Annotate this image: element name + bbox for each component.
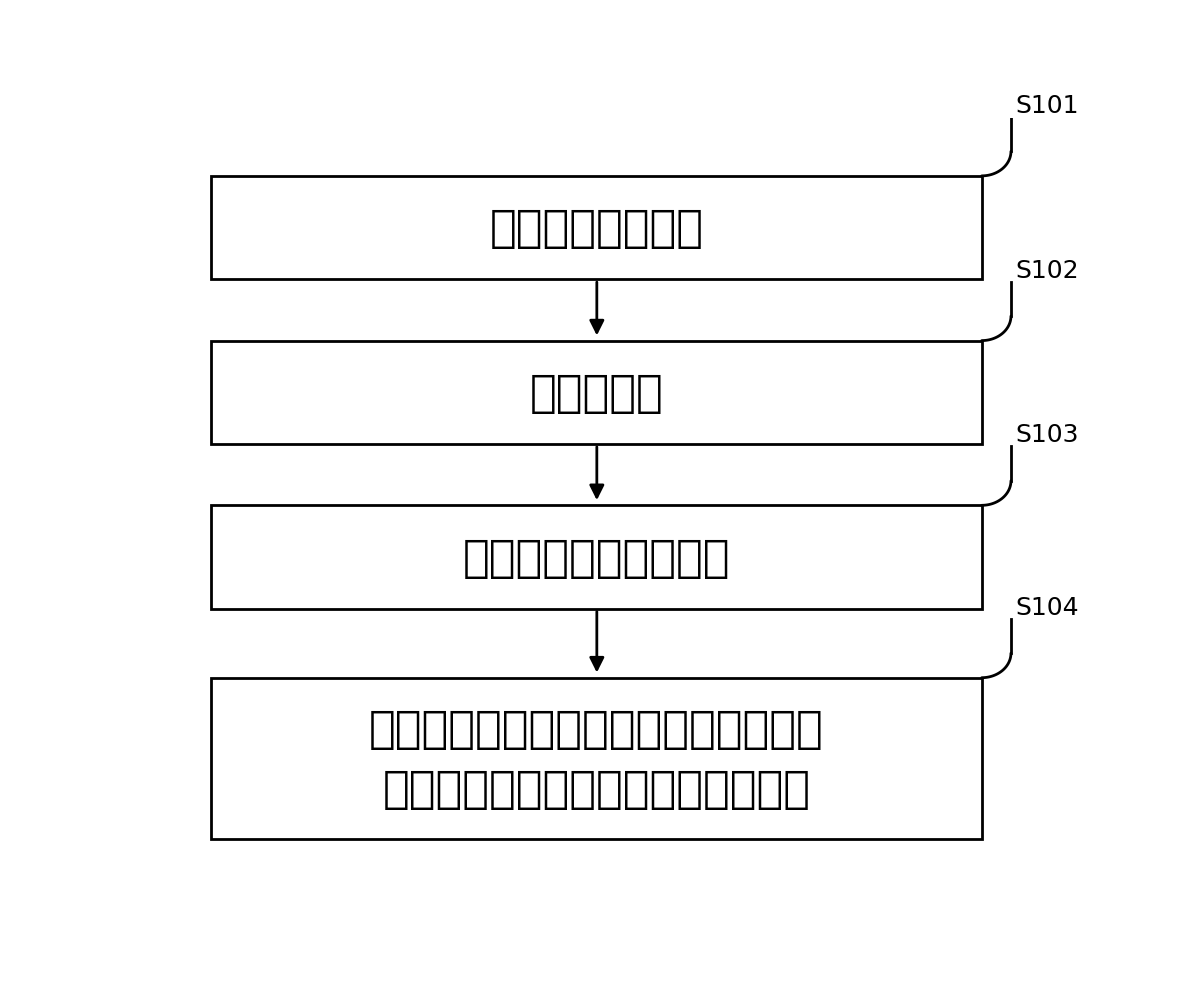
Text: S104: S104 — [1016, 595, 1079, 619]
Text: 在缓存区创建滑动窗口: 在缓存区创建滑动窗口 — [463, 536, 730, 579]
Text: S103: S103 — [1016, 422, 1079, 447]
FancyBboxPatch shape — [211, 678, 982, 839]
FancyBboxPatch shape — [211, 177, 982, 280]
FancyBboxPatch shape — [211, 506, 982, 609]
Text: 基于数据帧的帧序号和滑动窗口选择性
地丢弃数据帧或发送数据帧至应用层: 基于数据帧的帧序号和滑动窗口选择性 地丢弃数据帧或发送数据帧至应用层 — [370, 707, 824, 810]
Text: 接收数据帧: 接收数据帧 — [530, 372, 664, 414]
Text: S101: S101 — [1016, 93, 1079, 117]
FancyBboxPatch shape — [211, 341, 982, 444]
Text: 创建数据传输协议: 创建数据传输协议 — [490, 207, 704, 249]
Text: S102: S102 — [1016, 258, 1079, 282]
